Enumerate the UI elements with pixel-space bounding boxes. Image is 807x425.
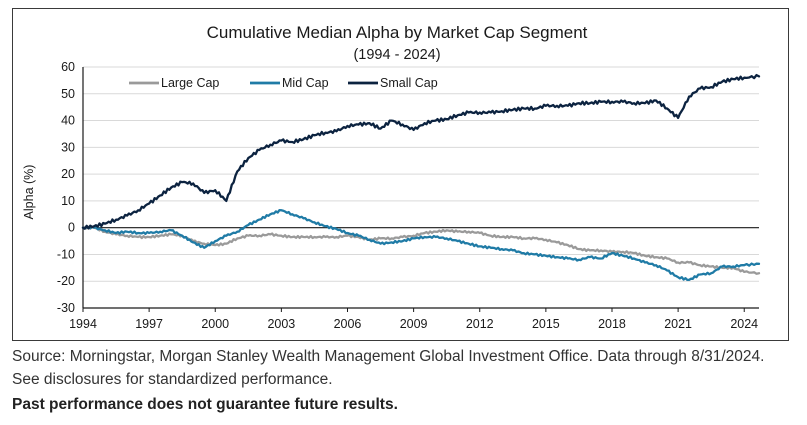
series-line-large-cap [81,225,761,275]
x-tick-label: 2015 [532,317,560,331]
x-tick-label: 2018 [598,317,626,331]
legend-label: Mid Cap [282,76,329,90]
x-tick-label: 2012 [466,317,494,331]
x-tick-label: 1994 [69,317,97,331]
source-note: Source: Morningstar, Morgan Stanley Weal… [12,348,765,388]
y-tick-label: -20 [57,274,75,288]
y-tick-label: 30 [61,140,75,154]
y-tick-label: 60 [61,60,75,74]
legend-label: Small Cap [380,76,438,90]
x-tick-label: 1997 [135,317,163,331]
gridlines [83,66,759,309]
x-tick-label: 2000 [201,317,229,331]
legend: Large Cap Mid Cap Small Cap [129,76,438,90]
series-line-small-cap [81,73,761,230]
series-lines [81,73,761,282]
chart-frame: Cumulative Median Alpha by Market Cap Se… [12,8,789,341]
x-tick-label: 2009 [400,317,428,331]
x-tick-label: 2003 [267,317,295,331]
x-tick-label: 2006 [334,317,362,331]
series-line-mid-cap [81,208,761,282]
y-tick-label: 0 [68,221,75,235]
x-tick-label: 2024 [730,317,758,331]
chart-title: Cumulative Median Alpha by Market Cap Se… [207,23,588,42]
legend-label: Large Cap [161,76,219,90]
chart-subtitle: (1994 - 2024) [353,47,440,63]
y-tick-label: 20 [61,167,75,181]
performance-disclaimer: Past performance does not guarantee futu… [12,396,398,413]
y-tick-label: 40 [61,114,75,128]
axes: -30 -20 -10 0 10 20 30 40 50 60 1994 1997 2000 2003 20… [57,60,759,331]
y-axis-label: Alpha (%) [22,165,36,220]
y-tick-label: 50 [61,87,75,101]
y-tick-label: -30 [57,301,75,315]
line-chart: Cumulative Median Alpha by Market Cap Se… [22,23,761,331]
x-tick-label: 2021 [664,317,692,331]
y-tick-label: 10 [61,194,75,208]
y-tick-label: -10 [57,247,75,261]
